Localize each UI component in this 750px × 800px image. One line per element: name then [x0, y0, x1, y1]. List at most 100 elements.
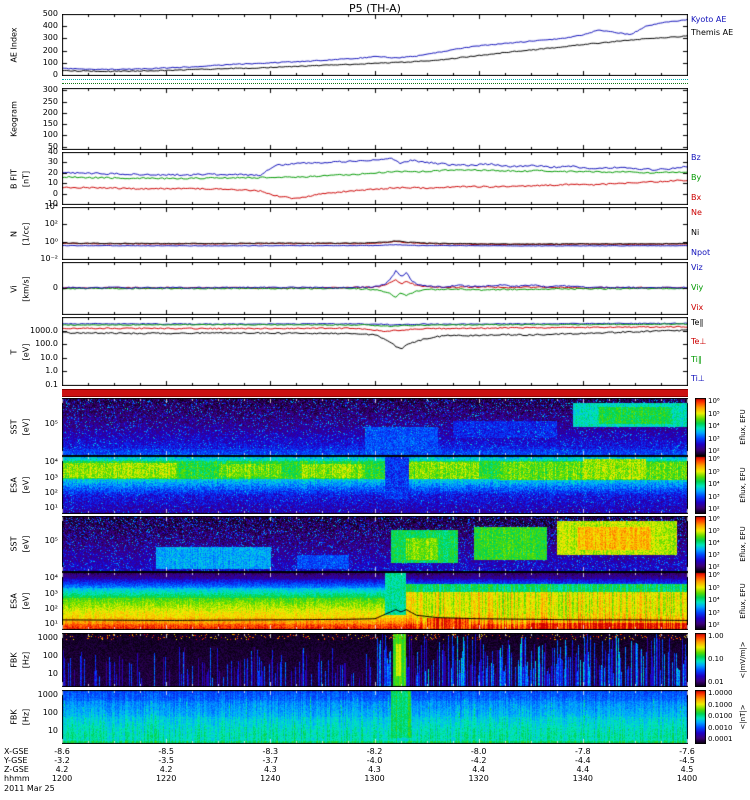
- colorbar-sst_el: [695, 516, 706, 572]
- bottom-row-value: -7.8: [575, 747, 591, 756]
- colorbar-tick-fbk_e: 0.01: [708, 678, 724, 686]
- colorbar-tick-sst_ion: 10⁴: [708, 422, 720, 430]
- ytick-label-keogram: 100: [42, 130, 58, 140]
- panel-canvas-esa_ion: [62, 456, 688, 514]
- ytick-label-sst_ion: 10⁵: [44, 418, 58, 428]
- ytick-label-keogram: 300: [42, 85, 58, 95]
- ytick-label-density: 10⁴: [44, 202, 58, 211]
- ytick-label-esa_ion: 10³: [44, 472, 58, 482]
- panel-canvas-temperature: [62, 317, 688, 386]
- colorbar-tick-sst_el: 10⁴: [708, 539, 720, 547]
- ytick-label-fbk_b: 10: [47, 725, 58, 735]
- legend-label: Kyoto AE: [691, 15, 727, 24]
- colorbar-tick-esa_ion: 10⁵: [708, 467, 720, 476]
- colorbar-esa_el: [695, 572, 706, 630]
- legend-label: Bx: [691, 193, 702, 202]
- ytick-label-velocity: 0: [52, 283, 58, 292]
- colorbar-tick-esa_el: 10³: [708, 608, 720, 617]
- bottom-row-value: 4.5: [680, 765, 694, 774]
- ytick-label-fbk_b: 100: [42, 707, 58, 717]
- bottom-row-caption-x-gse: X-GSE: [4, 747, 29, 756]
- legend-label: Ti⊥: [691, 373, 705, 383]
- legend-label: Npot: [691, 248, 711, 257]
- bottom-row-caption-z-gse: Z-GSE: [4, 765, 29, 774]
- bottom-row-caption-y-gse: Y-GSE: [4, 756, 28, 765]
- ytick-label-temperature: 100.0: [35, 339, 58, 349]
- colorbar-tick-fbk_b: 0.0001: [708, 735, 733, 743]
- ytick-label-bfit: 30: [47, 157, 58, 167]
- bottom-row-value: -8.3: [262, 747, 279, 756]
- bottom-row-value: 1300: [364, 774, 385, 783]
- legend-label: Vix: [691, 303, 704, 312]
- colorbar-tick-esa_ion: 10⁶: [708, 455, 720, 463]
- bottom-row-value: -7.6: [679, 747, 695, 756]
- data-quality-bar: [62, 389, 688, 397]
- ytick-label-ae: 100: [42, 57, 58, 67]
- panel-canvas-keogram: [62, 88, 688, 150]
- ytick-label-ae: 500: [42, 9, 58, 18]
- ytick-label-esa_el: 10³: [44, 588, 58, 598]
- legend-label: Ne: [691, 208, 702, 217]
- colorbar-tick-esa_ion: 10⁴: [708, 480, 720, 488]
- panel-canvas-density: [62, 207, 688, 260]
- colorbar-tick-fbk_b: 0.1000: [708, 700, 733, 709]
- bottom-row-value: -3.7: [262, 756, 279, 765]
- ytick-label-sst_el: 10⁵: [44, 535, 58, 545]
- ytick-label-keogram: 150: [42, 119, 58, 129]
- bottom-row-value: -8.6: [54, 747, 70, 756]
- ytick-label-esa_el: 10¹: [44, 619, 58, 629]
- ytick-label-bfit: 40: [47, 147, 58, 156]
- legend-label: Te∥: [691, 318, 704, 327]
- colorbar-tick-sst_ion: 10²: [708, 447, 720, 455]
- bottom-row-value: -4.2: [470, 756, 487, 765]
- bottom-row-value: -8.0: [470, 747, 487, 756]
- gap-dotted-line: [62, 79, 688, 80]
- ytick-label-bfit: 10: [47, 178, 58, 188]
- colorbar-unit-sst_ion: Eflux, EFU: [739, 409, 747, 445]
- ytick-label-temperature: 0.1: [45, 380, 58, 389]
- colorbar-tick-sst_el: 10²: [708, 563, 720, 571]
- ytick-label-keogram: 250: [42, 96, 58, 106]
- bottom-row-value: -3.5: [158, 756, 174, 765]
- date-label: 2011 Mar 25: [4, 784, 55, 793]
- legend-label: Bz: [691, 153, 701, 162]
- colorbar-tick-sst_ion: 10³: [708, 434, 720, 443]
- colorbar-esa_ion: [695, 456, 706, 514]
- ytick-label-fbk_e: 10: [47, 668, 58, 678]
- panel-canvas-sst_el: [62, 516, 688, 572]
- bottom-row-value: -8.5: [158, 747, 174, 756]
- bottom-row-value: 1400: [676, 774, 698, 783]
- ytick-label-keogram: 50: [47, 141, 58, 151]
- bottom-row-value: 4.3: [368, 765, 381, 774]
- colorbar-fbk_b: [695, 690, 706, 744]
- colorbar-unit-fbk_b: <|nT|>: [739, 704, 747, 730]
- colorbar-tick-esa_el: 10⁶: [708, 571, 720, 579]
- panel-canvas-ae: [62, 14, 688, 76]
- bottom-row-value: 1220: [155, 774, 177, 783]
- plot-title: P5 (TH-A): [349, 2, 401, 15]
- colorbar-unit-esa_el: Eflux, EFU: [739, 583, 747, 619]
- bottom-row-value: 4.4: [472, 765, 486, 774]
- legend-temperature: Te∥ Te⊥ Ti∥ Ti⊥: [691, 318, 706, 383]
- ytick-label-esa_el: 10²: [44, 604, 58, 614]
- colorbar-tick-sst_el: 10³: [708, 551, 720, 559]
- bottom-row-value: -4.5: [679, 756, 695, 765]
- ytick-label-temperature: 1000.0: [30, 325, 58, 335]
- colorbar-tick-esa_ion: 10²: [708, 505, 720, 513]
- legend-label: Viz: [691, 263, 703, 272]
- ytick-label-ae: 400: [42, 21, 58, 31]
- ytick-label-keogram: 200: [42, 107, 58, 117]
- ytick-label-ae: 200: [42, 45, 58, 55]
- legend-ae: Kyoto AE Themis AE: [691, 15, 733, 73]
- panel-canvas-velocity: [62, 262, 688, 315]
- bottom-row-value: 1320: [468, 774, 489, 783]
- panel-canvas-sst_ion: [62, 398, 688, 456]
- bottom-row-value: -3.2: [54, 756, 70, 765]
- legend-label: Viy: [691, 283, 704, 292]
- ytick-label-esa_el: 10⁴: [44, 573, 58, 583]
- colorbar-unit-fbk_e: <|mV/m|>: [739, 641, 747, 679]
- bottom-row-caption-hhmm: hhmm: [4, 774, 30, 783]
- colorbar-unit-esa_ion: Eflux, EFU: [739, 467, 747, 503]
- axis-label-density: N: [9, 230, 19, 237]
